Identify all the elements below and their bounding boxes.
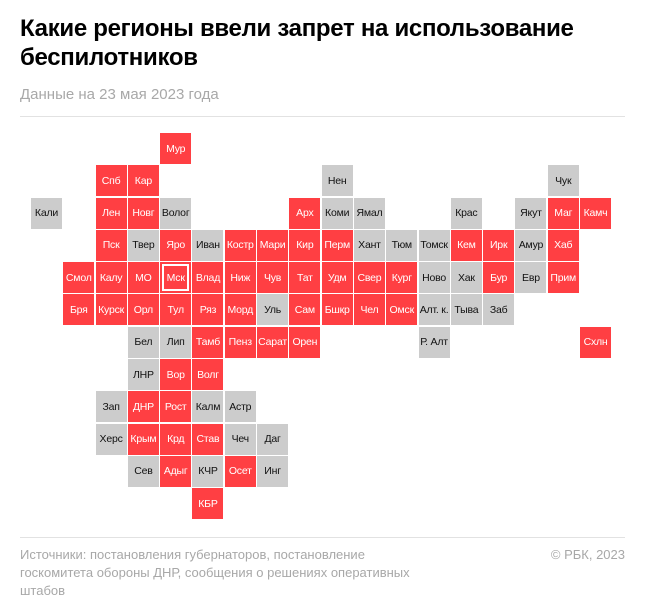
region-tile: Яро	[160, 229, 192, 261]
region-tile: Костр	[224, 229, 256, 261]
region-tile: Хант	[353, 229, 385, 261]
subtitle: Данные на 23 мая 2023 года	[20, 86, 219, 103]
region-tile: Р. Алт	[418, 326, 450, 358]
region-tile: Сев	[127, 455, 159, 487]
region-tile: Лен	[95, 197, 127, 229]
region-tile: Спб	[95, 165, 127, 197]
region-tile: Лип	[160, 326, 192, 358]
region-tile: Камч	[580, 197, 612, 229]
region-tile: Заб	[483, 294, 515, 326]
region-tile: Чел	[353, 294, 385, 326]
region-tile: Мур	[160, 133, 192, 164]
region-tile: Бел	[127, 326, 159, 358]
region-tile: Даг	[257, 423, 289, 455]
region-tile: Мари	[257, 229, 289, 261]
page-title: Какие регионы ввели запрет на использова…	[20, 15, 574, 71]
region-tile: Якут	[515, 197, 547, 229]
region-tile: Влад	[192, 262, 224, 294]
top-divider	[20, 116, 625, 117]
region-tile: Смол	[63, 262, 95, 294]
region-tile: Коми	[321, 197, 353, 229]
region-tile: Кали	[31, 197, 62, 229]
region-tile: КБР	[192, 488, 224, 520]
region-tile: Волог	[160, 197, 192, 229]
region-tile: Калу	[95, 262, 127, 294]
region-tile: Пенз	[224, 326, 256, 358]
region-tile: Осет	[224, 455, 256, 487]
region-tile: Томск	[418, 229, 450, 261]
region-tile: Чеч	[224, 423, 256, 455]
region-tile: Тул	[160, 294, 192, 326]
region-tile: Вор	[160, 359, 192, 391]
region-tile: Ирк	[483, 229, 515, 261]
region-tile: Кир	[289, 229, 321, 261]
region-tile: Новг	[127, 197, 159, 229]
region-tile: Курск	[95, 294, 127, 326]
region-tile: Схлн	[580, 326, 612, 358]
region-tile: Орен	[289, 326, 321, 358]
region-tile: Сам	[289, 294, 321, 326]
region-tile: Маг	[547, 197, 579, 229]
region-tile: Удм	[321, 262, 353, 294]
region-tile: Алт. к.	[418, 294, 450, 326]
region-tile: Крас	[450, 197, 482, 229]
region-tile: Чув	[257, 262, 289, 294]
region-tile: Астр	[224, 391, 256, 423]
region-tile: Арх	[289, 197, 321, 229]
region-tile: Чук	[547, 165, 579, 197]
region-tile: Инг	[257, 455, 289, 487]
region-tile: Иван	[192, 229, 224, 261]
region-tile: Бшкр	[321, 294, 353, 326]
region-tile: Морд	[224, 294, 256, 326]
region-tile: Омск	[386, 294, 418, 326]
region-tile: Тыва	[450, 294, 482, 326]
region-tile: Прим	[547, 262, 579, 294]
region-tile: Кем	[450, 229, 482, 261]
region-tile: Кург	[386, 262, 418, 294]
region-tile: Став	[192, 423, 224, 455]
region-tile: Рост	[160, 391, 192, 423]
region-tile: Амур	[515, 229, 547, 261]
region-tile: Зап	[95, 391, 127, 423]
copyright: © РБК, 2023	[550, 547, 625, 562]
region-tile: Уль	[257, 294, 289, 326]
tile-map: Мур Спб Кар Нен Чук Кали Лен Новг Волог Арх Коми Ям…	[31, 133, 612, 520]
region-tile: Крд	[160, 423, 192, 455]
region-tile: Сарат	[257, 326, 289, 358]
region-tile: Хаб	[547, 229, 579, 261]
region-tile: Свер	[353, 262, 385, 294]
region-tile: Крым	[127, 423, 159, 455]
region-tile: Перм	[321, 229, 353, 261]
region-tile: ЛНР	[127, 359, 159, 391]
region-tile: МО	[127, 262, 159, 294]
region-tile: Тюм	[386, 229, 418, 261]
region-tile: Евр	[515, 262, 547, 294]
region-tile: ДНР	[127, 391, 159, 423]
region-tile: Ямал	[353, 197, 385, 229]
sources-note: Источники: постановления губернаторов, п…	[20, 547, 410, 598]
region-tile: Тамб	[192, 326, 224, 358]
region-tile: Калм	[192, 391, 224, 423]
region-tile: Мск	[160, 262, 192, 294]
region-tile: КЧР	[192, 455, 224, 487]
region-tile: Херс	[95, 423, 127, 455]
region-tile: Ново	[418, 262, 450, 294]
region-tile: Нен	[321, 165, 353, 197]
region-tile: Волг	[192, 359, 224, 391]
bottom-divider	[20, 537, 625, 538]
region-tile: Хак	[450, 262, 482, 294]
region-tile: Тат	[289, 262, 321, 294]
region-tile: Бря	[63, 294, 95, 326]
region-tile: Пск	[95, 229, 127, 261]
region-tile: Орл	[127, 294, 159, 326]
region-tile: Адыг	[160, 455, 192, 487]
region-tile: Ниж	[224, 262, 256, 294]
region-tile: Твер	[127, 229, 159, 261]
region-tile: Ряз	[192, 294, 224, 326]
region-tile: Кар	[127, 165, 159, 197]
region-tile: Бур	[483, 262, 515, 294]
